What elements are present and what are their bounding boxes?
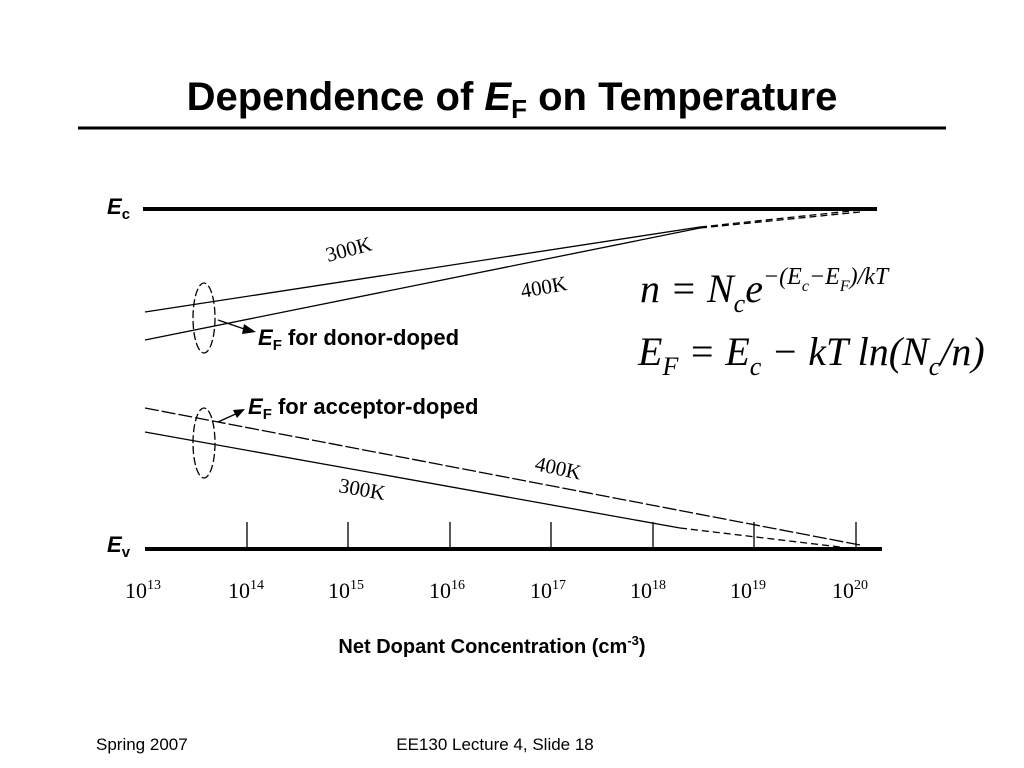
- tick-base: 10: [832, 578, 854, 603]
- axis-text: ): [639, 636, 646, 658]
- donor-label: EF for donor-doped: [258, 325, 459, 354]
- tick-exp: 16: [451, 578, 465, 593]
- acceptor-300k-dashed: [679, 527, 841, 548]
- tick-base: 10: [125, 578, 147, 603]
- tick-exp: 14: [250, 578, 264, 593]
- tick-base: 10: [630, 578, 652, 603]
- label-sub: F: [263, 406, 272, 423]
- equation-part: e: [745, 266, 763, 311]
- equation-part: n = N: [640, 266, 736, 311]
- title-symbol: E: [484, 75, 512, 119]
- ec-label: Ec: [107, 194, 130, 223]
- tick-exp: 15: [350, 578, 364, 593]
- ev-sub: v: [122, 544, 131, 561]
- x-axis-label: Net Dopant Concentration (cm-3): [338, 633, 645, 658]
- line-label: 300K: [323, 232, 374, 267]
- donor-400k: [144, 227, 701, 341]
- equation-part: − kT ln(N: [761, 329, 931, 374]
- title-text: Dependence of: [187, 75, 485, 119]
- label-text: for acceptor-doped: [272, 394, 479, 419]
- ec-symbol: E: [107, 194, 123, 219]
- ev-label: Ev: [107, 532, 131, 561]
- equation-part: c: [734, 289, 746, 318]
- x-tick-label: 1013: [125, 578, 161, 603]
- title-text: on Temperature: [527, 75, 837, 119]
- donor-300k: [144, 226, 701, 313]
- label-sub: F: [273, 337, 282, 354]
- ev-symbol: E: [107, 532, 123, 557]
- footer-left: Spring 2007: [96, 735, 188, 754]
- x-tick-label: 1018: [630, 578, 666, 603]
- equation-part: c: [802, 278, 809, 295]
- tick-exp: 18: [652, 578, 666, 593]
- x-tick-label: 1020: [832, 578, 868, 603]
- axis-text: Net Dopant Concentration (cm: [338, 636, 627, 658]
- title-sub: F: [511, 94, 527, 124]
- tick-base: 10: [730, 578, 752, 603]
- x-tick-label: 1017: [530, 578, 566, 603]
- x-tick-label: 1015: [328, 578, 364, 603]
- line-label: 300K: [337, 473, 387, 505]
- acceptor-label: EF for acceptor-doped: [248, 394, 478, 423]
- donor-300k-dashed: [699, 209, 861, 228]
- tick-exp: 13: [147, 578, 161, 593]
- equation-part: F: [661, 352, 679, 381]
- equation: EF = Ec − kT ln(Nc/n): [637, 329, 985, 381]
- line-label: 400K: [533, 451, 584, 484]
- tick-base: 10: [429, 578, 451, 603]
- slide-title: Dependence of EF on Temperature: [187, 75, 838, 124]
- donor-400k-dashed: [699, 211, 861, 229]
- equation: n = Nce−(Ec−EF)/kT: [640, 264, 890, 318]
- line-label: 400K: [519, 271, 569, 303]
- equation-part: F: [839, 278, 850, 295]
- tick-exp: 17: [552, 578, 566, 593]
- decade-ticks: [246, 522, 857, 549]
- x-tick-label: 1019: [730, 578, 766, 603]
- equation-part: −E: [809, 264, 840, 290]
- label-symbol: E: [258, 325, 274, 350]
- acceptor-300k: [144, 431, 681, 529]
- x-tick-label: 1014: [228, 578, 264, 603]
- equation-part: −(E: [763, 264, 802, 290]
- ec-sub: c: [122, 206, 130, 223]
- equation-part: /n): [938, 329, 984, 374]
- acceptor-400k: [144, 407, 861, 546]
- footer-center: EE130 Lecture 4, Slide 18: [396, 735, 594, 754]
- donor-arrowhead: [242, 324, 256, 334]
- tick-base: 10: [328, 578, 350, 603]
- equation-part: c: [929, 352, 941, 381]
- equation-part: = E: [678, 329, 749, 374]
- equation-part: E: [637, 329, 662, 374]
- equation-part: c: [750, 352, 762, 381]
- x-tick-label: 1016: [429, 578, 465, 603]
- tick-base: 10: [530, 578, 552, 603]
- acceptor-arrowhead: [233, 409, 245, 418]
- tick-exp: 20: [854, 578, 868, 593]
- equation-part: )/kT: [848, 264, 890, 290]
- acceptor-ellipse: [192, 407, 216, 479]
- tick-base: 10: [228, 578, 250, 603]
- label-text: for donor-doped: [282, 325, 459, 350]
- axis-sup: -3: [627, 633, 639, 648]
- tick-exp: 19: [752, 578, 766, 593]
- label-symbol: E: [248, 394, 264, 419]
- donor-ellipse: [192, 282, 216, 354]
